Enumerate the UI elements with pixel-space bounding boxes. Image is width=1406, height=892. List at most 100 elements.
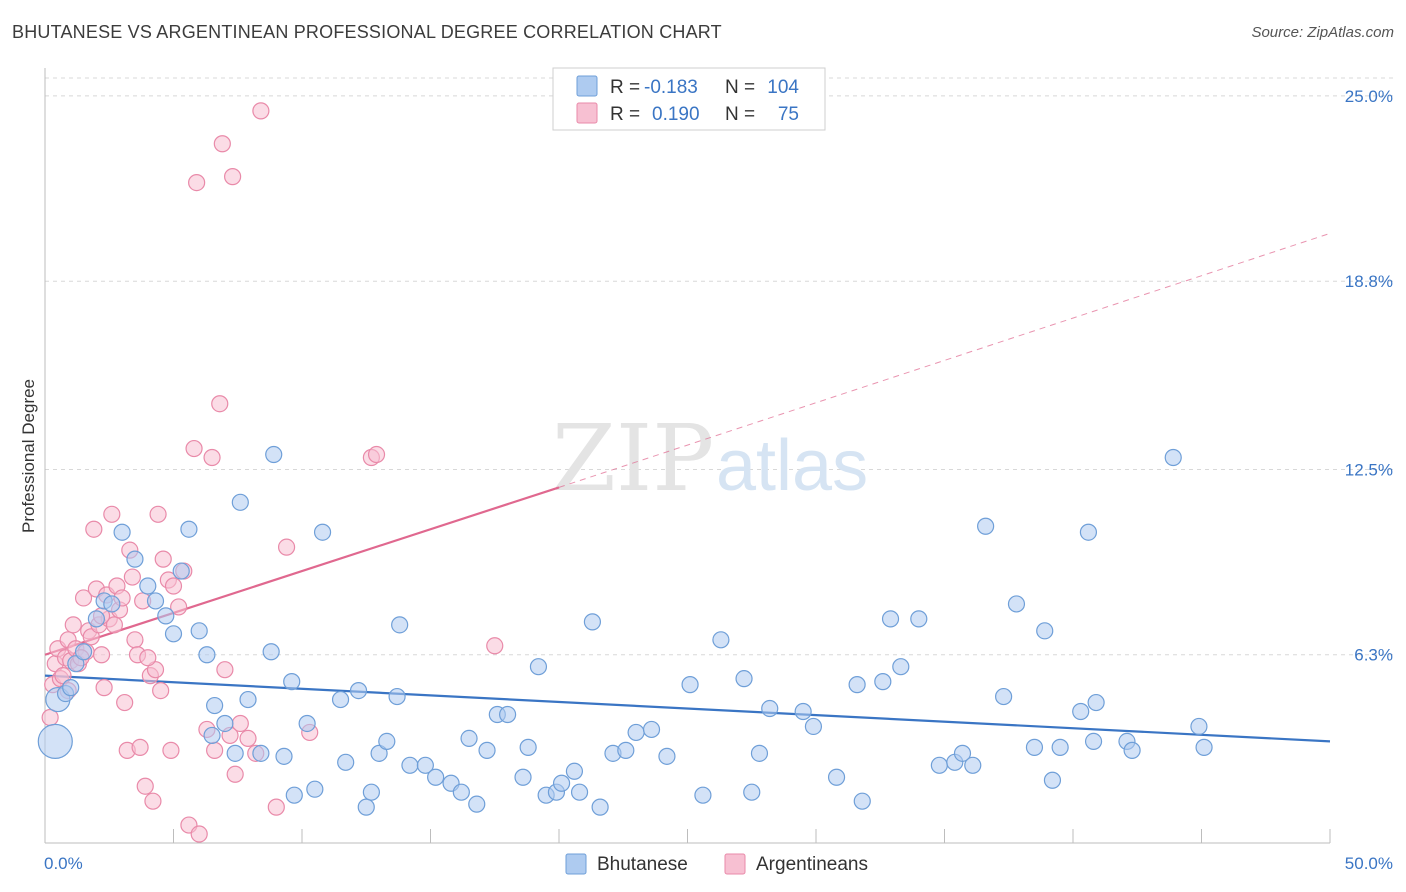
legend-box	[552, 67, 826, 131]
bhutanese-point	[226, 744, 244, 762]
bhutanese-point	[239, 690, 257, 709]
argentineans-point	[170, 598, 188, 616]
argentineans-point	[226, 765, 244, 783]
legend-n-value-1: 104	[767, 77, 799, 98]
legend-r-label-2: R =	[610, 104, 640, 125]
legend-r-label-1: R =	[610, 77, 640, 98]
bhutanese-point	[712, 631, 730, 649]
bhutanese-point	[743, 783, 761, 801]
argentineans-point	[211, 395, 229, 413]
bhutanese-point	[1051, 738, 1069, 756]
y-tick-label: 18.8%	[1345, 272, 1393, 291]
bhutanese-point	[460, 729, 478, 748]
bhutanese-point	[1164, 448, 1182, 467]
argentineans-trend-line	[44, 486, 560, 656]
bhutanese-point	[74, 643, 93, 661]
bhutanese-point	[1190, 717, 1208, 736]
argentineans-point	[277, 538, 296, 556]
bhutanese-point	[370, 744, 388, 762]
bhutanese-point	[216, 714, 234, 733]
bhutanese-point	[180, 520, 198, 538]
bhutanese-point	[139, 577, 157, 595]
argentineans-point	[190, 825, 208, 843]
legend: R = -0.183 N = 104 R = 0.190 N = 75	[552, 67, 826, 131]
bhutanese-point	[892, 658, 910, 676]
bhutanese-point	[1079, 523, 1098, 541]
legend-n-value-2: 75	[778, 104, 799, 125]
argentineans-point	[206, 741, 224, 759]
bhutanese-point	[1087, 693, 1105, 712]
bhutanese-points	[37, 445, 1213, 816]
bhutanese-point	[519, 738, 537, 756]
bhutanese-point	[642, 720, 661, 739]
bhutanese-point	[157, 607, 175, 625]
bhutanese-point	[848, 676, 866, 694]
bhutanese-point	[1123, 741, 1141, 759]
bhutanese-point	[62, 679, 80, 697]
bhutanese-point	[1084, 732, 1103, 750]
axes	[44, 68, 1331, 844]
bhutanese-point	[995, 687, 1013, 706]
bhutanese-point	[964, 756, 982, 774]
bhutanese-point	[126, 550, 144, 568]
argentineans-point	[152, 681, 170, 700]
bottom-legend: Bhutanese Argentineans	[565, 853, 868, 875]
bhutanese-point	[306, 780, 324, 798]
argentineans-point	[54, 667, 72, 685]
bhutanese-point	[977, 517, 995, 535]
bhutanese-point	[881, 610, 900, 628]
bottom-legend-swatch-argentineans	[724, 853, 746, 875]
argentineans-points	[41, 102, 504, 843]
bhutanese-point	[262, 643, 280, 661]
chart-title: BHUTANESE VS ARGENTINEAN PROFESSIONAL DE…	[12, 22, 722, 42]
argentineans-point	[213, 135, 231, 153]
legend-n-label-1: N =	[725, 77, 755, 98]
bhutanese-point	[285, 786, 303, 804]
bhutanese-point	[113, 523, 131, 541]
bhutanese-point	[331, 690, 350, 709]
chart-source: Source: ZipAtlas.com	[1251, 24, 1394, 41]
x-tick-label-max: 50.0%	[1345, 854, 1393, 873]
argentineans-point	[486, 637, 504, 655]
bhutanese-point	[681, 676, 699, 694]
bhutanese-point	[804, 717, 823, 736]
argentineans-point	[146, 661, 165, 679]
legend-swatch-bhutanese	[576, 75, 598, 97]
argentineans-point	[154, 550, 172, 568]
argentineans-point	[224, 168, 242, 186]
bhutanese-point	[468, 795, 486, 813]
legend-swatch-argentineans	[576, 102, 598, 124]
argentineans-point	[123, 568, 141, 586]
trend-lines	[44, 232, 1331, 743]
legend-r-value-1: -0.183	[644, 77, 698, 98]
argentineans-point	[126, 631, 144, 649]
bhutanese-point	[1043, 771, 1062, 789]
argentineans-point	[252, 102, 270, 120]
bhutanese-point	[1072, 702, 1090, 721]
bhutanese-point	[452, 783, 470, 801]
argentineans-point	[231, 714, 249, 733]
bhutanese-point	[283, 673, 301, 691]
bhutanese-point	[583, 613, 602, 631]
bottom-legend-label-bhutanese: Bhutanese	[597, 854, 688, 875]
argentineans-point	[164, 577, 183, 595]
argentineans-point	[95, 679, 113, 697]
argentineans-point	[239, 729, 257, 748]
bhutanese-point	[427, 768, 445, 786]
bhutanese-point	[627, 723, 645, 742]
bhutanese-point	[87, 610, 106, 628]
legend-r-value-2: 0.190	[652, 104, 700, 125]
bhutanese-point	[552, 774, 571, 792]
bhutanese-point	[853, 792, 871, 810]
bhutanese-point	[190, 622, 208, 640]
bhutanese-point	[231, 493, 249, 511]
legend-n-label-2: N =	[725, 104, 755, 125]
bhutanese-point	[529, 658, 548, 676]
y-tick-labels: 6.3% 12.5% 18.8% 25.0%	[1345, 87, 1393, 665]
argentineans-point	[82, 628, 100, 646]
bhutanese-point	[206, 696, 224, 715]
argentineans-trend-extension	[558, 232, 1331, 488]
watermark: ZIP atlas	[552, 405, 868, 512]
argentineans-point	[203, 448, 221, 467]
bottom-legend-swatch-bhutanese	[565, 853, 587, 875]
